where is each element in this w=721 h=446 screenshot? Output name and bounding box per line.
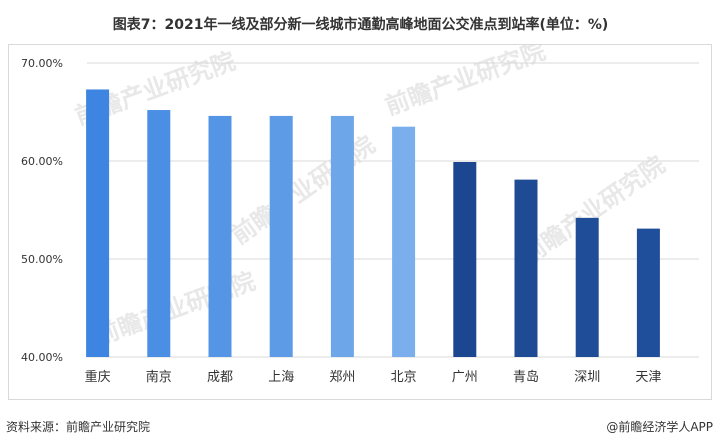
bar-北京 <box>392 126 416 357</box>
bar-重庆 <box>86 89 110 358</box>
chart-panel: 前瞻产业研究院 前瞻产业研究院 前瞻产业研究院 前瞻产业研究院 前瞻产业研究院 40.0… <box>8 44 712 400</box>
watermark-text: 前瞻产业研究院 <box>226 131 380 250</box>
x-tick-label: 广州 <box>452 370 478 385</box>
y-tick-label: 40.00% <box>21 351 63 364</box>
x-axis: 重庆 南京 成都 上海 郑州 北京 广州 青岛 深圳 天津 <box>85 369 662 385</box>
source-note: 资料来源：前瞻产业研究院 <box>6 420 151 434</box>
bar-青岛 <box>514 179 538 357</box>
bar-天津 <box>636 228 660 357</box>
y-tick-label: 70.00% <box>21 57 63 70</box>
bar-上海 <box>269 115 293 357</box>
x-tick-label: 南京 <box>146 369 172 385</box>
y-axis: 40.00% 50.00% 60.00% 70.00% <box>21 57 63 364</box>
x-tick-label: 深圳 <box>574 370 600 385</box>
x-tick-label: 北京 <box>391 370 417 385</box>
x-tick-label: 天津 <box>635 370 661 385</box>
y-tick-label: 50.00% <box>21 253 63 266</box>
x-tick-label: 青岛 <box>513 369 539 385</box>
bar-郑州 <box>330 115 354 357</box>
bar-南京 <box>147 110 171 357</box>
bars <box>86 89 660 358</box>
credit-note: @前瞻经济学人APP <box>606 420 713 434</box>
x-tick-label: 郑州 <box>329 370 355 385</box>
bar-成都 <box>208 115 232 357</box>
chart-title: 图表7：2021年一线及部分新一线城市通勤高峰地面公交准点到站率(单位：%) <box>112 17 609 33</box>
x-tick-label: 上海 <box>268 370 294 385</box>
x-tick-label: 成都 <box>207 370 233 385</box>
watermark-text: 前瞻产业研究院 <box>381 45 548 121</box>
y-tick-label: 60.00% <box>21 155 63 168</box>
bar-广州 <box>453 161 477 357</box>
x-tick-label: 重庆 <box>85 369 111 385</box>
watermark-text: 前瞻产业研究院 <box>91 267 258 351</box>
bar-深圳 <box>575 217 599 357</box>
